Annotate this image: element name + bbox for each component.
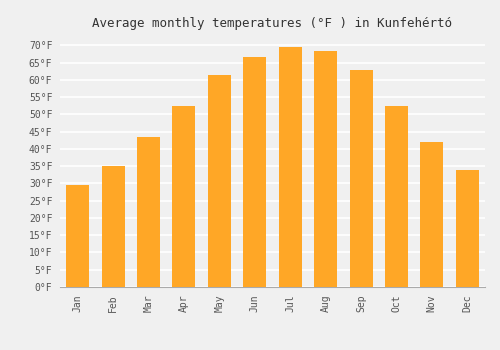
Bar — [385, 106, 408, 287]
Title: Average monthly temperatures (°F ) in Kunfehértó: Average monthly temperatures (°F ) in Ku… — [92, 17, 452, 30]
Bar — [244, 57, 266, 287]
Bar — [456, 170, 479, 287]
Bar — [172, 106, 196, 287]
Bar — [102, 166, 124, 287]
Bar — [350, 70, 372, 287]
Bar — [137, 137, 160, 287]
Bar — [66, 185, 89, 287]
Bar — [208, 75, 231, 287]
Bar — [314, 50, 337, 287]
Bar — [278, 47, 301, 287]
Bar — [420, 142, 444, 287]
